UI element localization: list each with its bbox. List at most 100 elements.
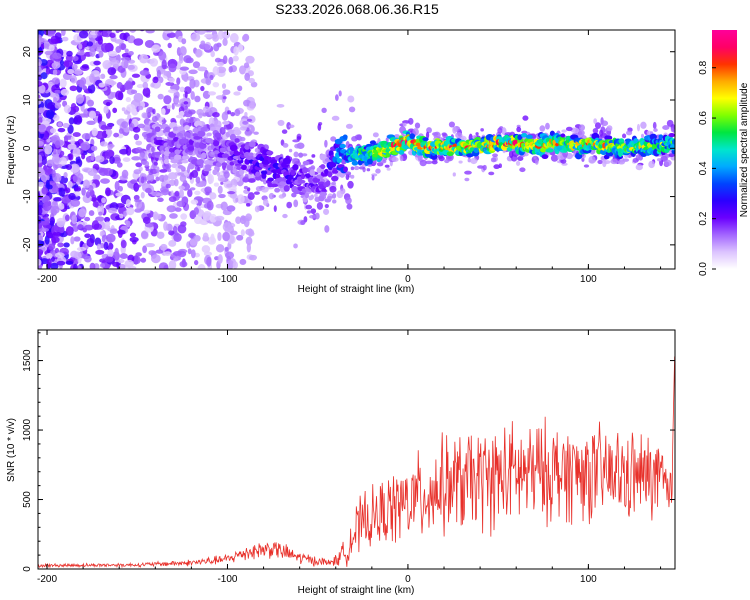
heatmap-spread-cell <box>597 159 603 165</box>
heatmap-ridge-cell <box>658 134 664 140</box>
heatmap-noise-cell <box>46 184 53 190</box>
heatmap-spread-cell <box>331 199 337 204</box>
heatmap-noise-cell <box>62 122 70 129</box>
heatmap-ridge-cell <box>184 125 190 131</box>
heatmap-noise-cell <box>116 81 123 89</box>
heatmap-ridge-cell <box>215 162 223 168</box>
heatmap-noise-cell <box>156 69 161 79</box>
snr-x-axis-label: Height of straight line (km) <box>298 585 415 596</box>
heatmap-noise-cell <box>180 221 187 227</box>
heatmap-noise-cell <box>99 242 105 249</box>
heatmap-noise-cell <box>73 69 83 75</box>
heatmap-noise-cell <box>189 116 194 125</box>
heatmap-ridge-cell <box>168 147 174 153</box>
heatmap-spread-cell <box>353 165 360 171</box>
heatmap-noise-cell <box>41 155 47 166</box>
heatmap-noise-cell <box>248 101 256 109</box>
y-tick-label: 1500 <box>22 349 33 372</box>
heatmap-noise-cell <box>56 217 66 228</box>
colorbar-gradient <box>712 30 737 269</box>
heatmap-noise-cell <box>54 140 61 149</box>
heatmap-spread-cell <box>189 172 193 180</box>
heatmap-spread-cell <box>668 153 675 158</box>
heatmap-noise-cell <box>65 54 74 62</box>
y-tick-label: 20 <box>22 46 33 58</box>
heatmap-spread-cell <box>636 123 641 132</box>
heatmap-spread-cell <box>419 159 427 167</box>
heatmap-noise-cell <box>85 191 91 199</box>
heatmap-spread-cell <box>217 175 226 182</box>
heatmap-ridge-cell <box>668 132 675 138</box>
heatmap-noise-cell <box>57 122 63 127</box>
heatmap-noise-cell <box>119 263 126 269</box>
heatmap-noise-cell <box>83 224 94 231</box>
heatmap-spread-cell <box>316 201 323 210</box>
heatmap-noise-cell <box>133 133 140 141</box>
heatmap-noise-cell <box>224 106 230 112</box>
heatmap-noise-cell <box>81 187 86 196</box>
heatmap-spread-cell <box>323 208 330 215</box>
x-tick-label: -200 <box>37 274 57 285</box>
heatmap-noise-cell <box>38 38 42 48</box>
heatmap-spread-cell <box>134 184 141 188</box>
heatmap-y-ticks: -20 -10 0 10 20 <box>22 46 675 270</box>
heatmap-spread-cell <box>278 194 285 199</box>
heatmap-noise-cell <box>133 194 140 201</box>
heatmap-noise-cell <box>124 259 134 268</box>
heatmap-noise-cell <box>144 39 155 48</box>
heatmap-ridge-cell <box>260 170 268 175</box>
heatmap-ridge-cell <box>320 164 326 170</box>
heatmap-noise-cell <box>38 58 42 67</box>
heatmap-spread-cell <box>143 134 148 140</box>
heatmap-spread-cell <box>139 152 145 160</box>
heatmap-noise-cell <box>81 133 92 140</box>
heatmap-noise-cell <box>212 33 220 42</box>
heatmap-noise-cell <box>98 211 103 216</box>
heatmap-ridge-cell <box>521 132 528 138</box>
heatmap-spread-cell <box>332 193 337 199</box>
heatmap-spread-cell <box>350 166 355 171</box>
heatmap-spread-cell <box>191 170 199 179</box>
heatmap-spread-cell <box>492 153 498 158</box>
heatmap-spread-cell <box>648 160 655 169</box>
heatmap-noise-cell <box>119 32 127 41</box>
heatmap-noise-cell <box>145 30 155 34</box>
heatmap-noise-cell <box>247 231 255 237</box>
heatmap-noise-cell <box>63 242 70 248</box>
heatmap-spread-cell <box>263 198 269 206</box>
heatmap-spread-cell <box>375 168 381 174</box>
heatmap-noise-cell <box>125 199 131 208</box>
heatmap-noise-cell <box>72 147 81 158</box>
heatmap-spread-cell <box>293 243 298 249</box>
heatmap-noise-cell <box>38 206 43 216</box>
heatmap-ridge-cell <box>226 164 234 171</box>
heatmap-noise-cell <box>232 261 238 269</box>
heatmap-noise-cell <box>207 174 214 184</box>
heatmap-ridge-cell <box>212 169 218 176</box>
heatmap-spread-cell <box>345 173 350 181</box>
heatmap-noise-cell <box>161 59 167 70</box>
heatmap-ridge-cell <box>164 126 170 133</box>
heatmap-noise-cell <box>180 213 188 220</box>
heatmap-spread-cell <box>310 208 317 214</box>
heatmap-noise-cell <box>127 59 136 64</box>
heatmap-noise-cell <box>39 59 48 66</box>
heatmap-noise-cell <box>90 152 95 161</box>
heatmap-ridge-cell <box>179 110 185 116</box>
heatmap-spread-cell <box>227 110 232 115</box>
heatmap-noise-cell <box>38 154 43 164</box>
heatmap-noise-cell <box>119 213 124 219</box>
heatmap-spread-cell <box>239 126 248 131</box>
heatmap-noise-cell <box>125 80 132 90</box>
heatmap-noise-cell <box>115 192 123 197</box>
heatmap-noise-cell <box>179 189 184 199</box>
heatmap-noise-cell <box>142 216 151 224</box>
heatmap-spread-cell <box>594 122 602 129</box>
heatmap-ridge-cell <box>261 159 271 165</box>
heatmap-noise-cell <box>103 241 109 250</box>
heatmap-spread-cell <box>336 190 344 199</box>
heatmap-noise-cell <box>54 32 62 40</box>
heatmap-ridge-cell <box>671 138 675 145</box>
heatmap-noise-cell <box>217 185 223 194</box>
heatmap-spread-cell <box>433 131 441 140</box>
